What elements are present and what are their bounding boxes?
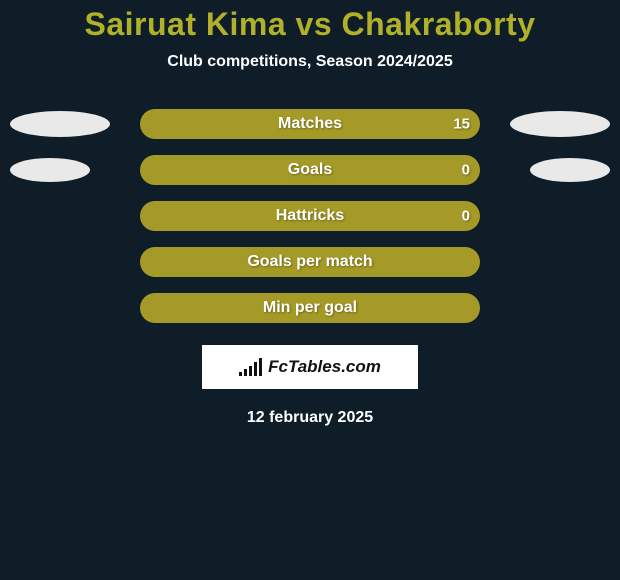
stat-row: Hattricks 0 [0,201,620,231]
date-text: 12 february 2025 [0,409,620,427]
bar-chart-icon [239,358,262,376]
stat-label: Min per goal [263,299,357,317]
infographic-canvas: Sairuat Kima vs Chakraborty Club competi… [0,0,620,580]
stat-row: Goals per match [0,247,620,277]
stat-bar: Matches 15 [140,109,480,139]
player-ellipse-right [510,111,610,137]
stat-value: 15 [453,116,470,133]
stat-label: Goals [288,161,332,179]
stat-row: Matches 15 [0,109,620,139]
stat-label: Hattricks [276,207,344,225]
page-title: Sairuat Kima vs Chakraborty [0,0,620,43]
stat-label: Matches [278,115,342,133]
player-ellipse-right [530,158,610,182]
stat-bar: Goals 0 [140,155,480,185]
player-ellipse-left [10,111,110,137]
stat-value: 0 [462,162,470,179]
stats-rows: Matches 15 Goals 0 Hattricks 0 Goals per match… [0,109,620,323]
logo-box: FcTables.com [202,345,418,389]
stat-row: Min per goal [0,293,620,323]
stat-value: 0 [462,208,470,225]
stat-bar: Min per goal [140,293,480,323]
stat-bar: Hattricks 0 [140,201,480,231]
subtitle: Club competitions, Season 2024/2025 [0,53,620,71]
stat-row: Goals 0 [0,155,620,185]
logo-text: FcTables.com [268,357,381,377]
player-ellipse-left [10,158,90,182]
stat-label: Goals per match [247,253,372,271]
stat-bar: Goals per match [140,247,480,277]
